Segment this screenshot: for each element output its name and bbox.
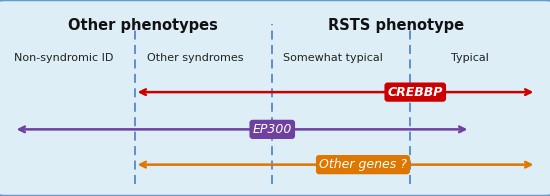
Text: Typical: Typical	[452, 53, 489, 63]
Text: EP300: EP300	[252, 123, 292, 136]
Text: CREBBP: CREBBP	[388, 86, 443, 99]
Text: RSTS phenotype: RSTS phenotype	[328, 18, 464, 33]
Text: Other syndromes: Other syndromes	[147, 53, 244, 63]
Text: Non-syndromic ID: Non-syndromic ID	[14, 53, 113, 63]
Text: Somewhat typical: Somewhat typical	[283, 53, 383, 63]
Text: Other genes ?: Other genes ?	[319, 158, 407, 171]
Text: Other phenotypes: Other phenotypes	[68, 18, 218, 33]
